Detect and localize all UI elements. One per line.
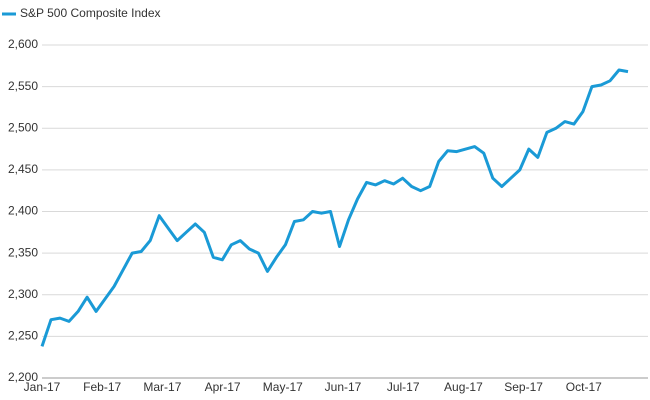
- y-tick-label: 2,450: [8, 162, 38, 176]
- x-tick-label: Jun-17: [325, 380, 362, 394]
- y-tick-label: 2,550: [8, 79, 38, 93]
- y-tick-label: 2,300: [8, 287, 38, 301]
- x-tick-label: May-17: [263, 380, 303, 394]
- x-tick-label: Jul-17: [387, 380, 420, 394]
- x-tick-label: Oct-17: [566, 380, 602, 394]
- y-tick-label: 2,250: [8, 329, 38, 343]
- x-tick-label: Mar-17: [143, 380, 181, 394]
- x-tick-label: Apr-17: [205, 380, 241, 394]
- y-tick-label: 2,400: [8, 204, 38, 218]
- y-tick-label: 2,600: [8, 37, 38, 51]
- x-tick-label: Sep-17: [504, 380, 543, 394]
- y-tick-label: 2,350: [8, 245, 38, 259]
- legend-label: S&P 500 Composite Index: [20, 6, 161, 20]
- x-tick-label: Jan-17: [24, 380, 61, 394]
- x-tick-label: Aug-17: [444, 380, 483, 394]
- y-tick-label: 2,200: [8, 370, 38, 384]
- y-tick-label: 2,500: [8, 120, 38, 134]
- x-tick-label: Feb-17: [83, 380, 121, 394]
- line-series: [40, 68, 629, 347]
